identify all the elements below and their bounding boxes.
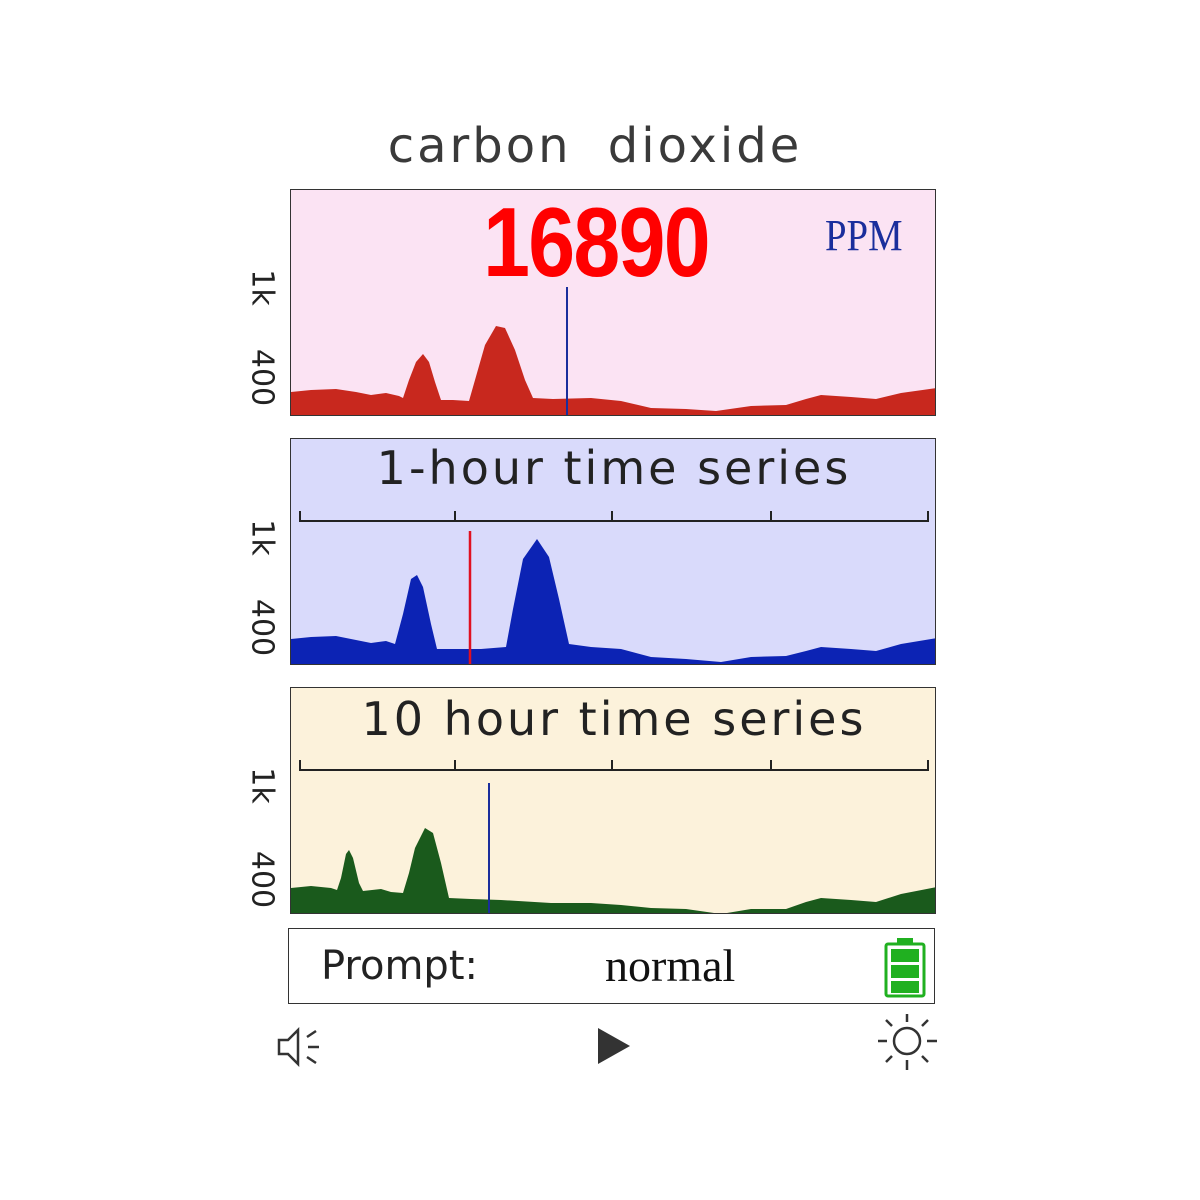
- live-reading-panel: 16890 PPM: [290, 189, 936, 416]
- speaker-mute-icon[interactable]: [274, 1024, 324, 1070]
- prompt-value: normal: [605, 940, 736, 991]
- y-label-1k: 1k: [244, 269, 280, 306]
- page-title: carbon dioxide: [387, 118, 803, 174]
- y-label-400: 400: [244, 348, 280, 407]
- one-hour-title: 1-hour time series: [376, 441, 852, 495]
- one-hour-area: [291, 539, 935, 664]
- prompt-label: Prompt:: [321, 943, 478, 989]
- sun-icon[interactable]: [874, 1010, 940, 1076]
- y-label-400-10h: 400: [244, 850, 280, 909]
- one-hour-chart: [291, 439, 935, 664]
- y-label-1k-10h: 1k: [244, 767, 280, 804]
- ten-hour-panel: 10 hour time series: [290, 687, 936, 914]
- ppm-value: 16890: [483, 189, 710, 297]
- one-hour-panel: 1-hour time series: [290, 438, 936, 665]
- battery-icon: [884, 938, 926, 998]
- live-area: [291, 326, 935, 415]
- y-label-1k-1h: 1k: [244, 519, 280, 556]
- play-icon[interactable]: [596, 1026, 632, 1066]
- live-chart: [291, 190, 935, 415]
- ten-hour-area: [291, 828, 935, 913]
- ten-hour-chart: [291, 688, 935, 913]
- ppm-unit: PPM: [825, 211, 903, 260]
- time-axis-10h: [299, 760, 929, 771]
- ten-hour-title: 10 hour time series: [361, 692, 867, 746]
- time-axis: [299, 511, 929, 522]
- status-bar: Prompt: normal: [288, 928, 935, 1004]
- y-label-400-1h: 400: [244, 598, 280, 657]
